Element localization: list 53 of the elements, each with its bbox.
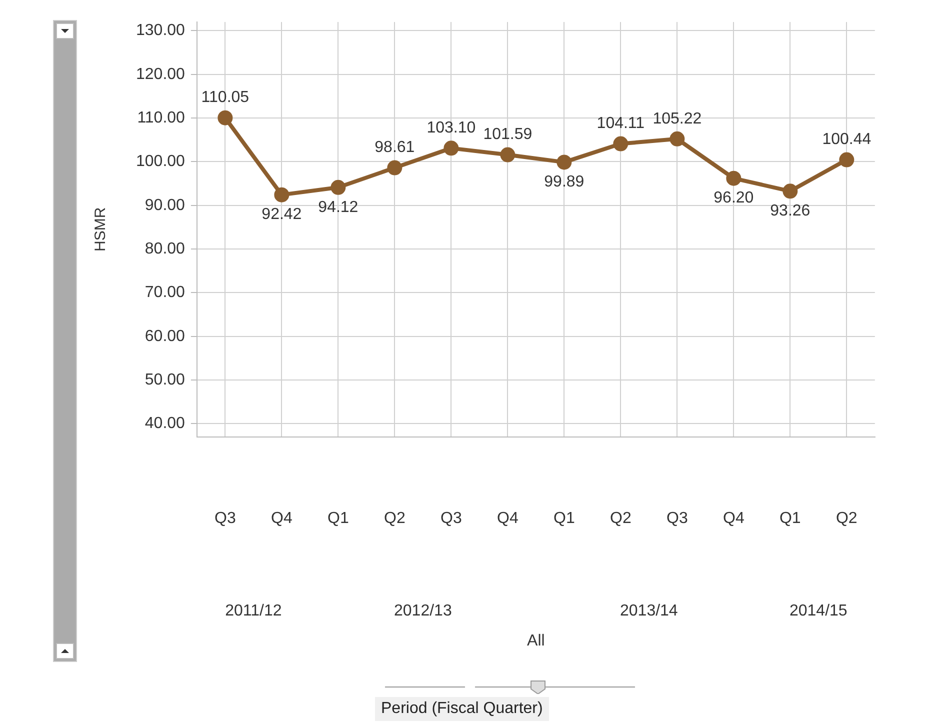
y-tick-label: 70.00 — [144, 284, 186, 302]
x-tick-label: Q4 — [271, 510, 292, 527]
x-tick-label: Q3 — [440, 510, 462, 527]
point — [330, 180, 346, 195]
y-tick-label: 130.00 — [136, 22, 186, 40]
point — [613, 136, 628, 152]
y-tick-label: 40.00 — [144, 415, 186, 432]
x-tick-label: Q3 — [214, 510, 236, 527]
y-tick-label: 110.00 — [137, 109, 186, 126]
text: 2011/12 — [225, 602, 282, 620]
y-tick-label: 90.00 — [144, 196, 186, 214]
x-tick-label: Q2 — [610, 510, 632, 527]
data-label: 101.59 — [483, 126, 532, 144]
data-label: 104.11 — [596, 115, 645, 132]
x-tick-label: Q1 — [779, 510, 801, 527]
text: All — [527, 632, 545, 650]
point — [274, 187, 290, 202]
x-tick-label: Q3 — [666, 510, 688, 527]
text: Period (Fiscal Quarter) — [375, 697, 549, 721]
y-tick-label: 80.00 — [144, 240, 186, 258]
point — [839, 152, 854, 168]
x-tick-label: Q1 — [554, 510, 575, 527]
data-label: 93.26 — [770, 202, 810, 220]
text: 2014/15 — [789, 602, 848, 620]
data-label: 98.61 — [374, 139, 415, 156]
x-tick-label: Q2 — [384, 510, 406, 527]
point — [726, 170, 742, 186]
text: 2013/14 — [620, 602, 678, 620]
x-tick-label: Q4 — [722, 510, 744, 527]
data-label: 105.22 — [652, 110, 702, 128]
y-tick-label: 100.00 — [136, 153, 186, 170]
point — [500, 147, 516, 162]
point — [556, 154, 572, 170]
x-tick-label: Q2 — [836, 510, 858, 527]
data-label: 96.20 — [714, 190, 754, 207]
point — [670, 131, 685, 146]
y-tick-label: 60.00 — [144, 328, 186, 345]
data-label: 100.44 — [822, 131, 872, 148]
data-label: 99.89 — [544, 174, 584, 191]
x-tick-label: Q1 — [328, 510, 349, 527]
data-label: 110.05 — [201, 89, 250, 106]
y-tick-label: 120.00 — [136, 66, 186, 83]
point — [387, 160, 402, 176]
x-tick-label: Q4 — [497, 510, 518, 527]
point — [444, 140, 459, 156]
y-axis-title: HSMR — [92, 207, 110, 252]
text: 2012/13 — [394, 602, 452, 620]
data-label: 103.10 — [426, 120, 476, 137]
y-tick-label: 50.00 — [144, 371, 186, 388]
point — [782, 184, 798, 199]
data-label: 94.12 — [318, 198, 358, 216]
data-label: 92.42 — [262, 206, 302, 224]
point — [218, 110, 233, 126]
